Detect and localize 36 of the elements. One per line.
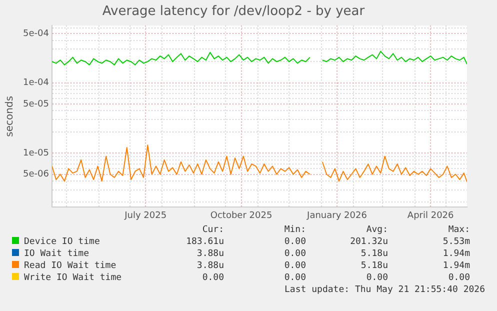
y-tick-label: 5e-05 <box>22 99 49 110</box>
x-tick-label: April 2026 <box>407 210 454 221</box>
text: 0.00 <box>447 272 470 284</box>
legend-label: Read IO Wait time <box>23 260 118 272</box>
text: Last update: Thu May 21 21:55:40 2026 <box>284 285 485 295</box>
text: 0.00 <box>283 272 306 284</box>
y-tick-label: 1e-05 <box>22 148 49 158</box>
text: 0.00 <box>365 272 388 284</box>
chart-title: Average latency for /dev/loop2 - by year <box>102 4 366 20</box>
y-tick-label: 5e-04 <box>22 28 50 39</box>
text: 3.88u <box>196 248 224 260</box>
x-tick-label: January 2026 <box>306 210 368 221</box>
text: 1.94m <box>442 260 470 272</box>
legend-label: IO Wait time <box>23 248 90 260</box>
text: Max: <box>447 224 470 236</box>
text: Cur: <box>201 224 224 236</box>
text: 0.00 <box>283 260 306 272</box>
text: 1.94m <box>442 248 470 260</box>
x-tick-label: July 2025 <box>124 210 167 221</box>
legend-label: Write IO Wait time <box>23 272 123 284</box>
text: Min: <box>283 224 306 236</box>
text: 5.53m <box>442 236 470 248</box>
text: 3.88u <box>196 260 224 272</box>
legend-label: Device IO time <box>23 236 101 248</box>
text: 201.32u <box>349 236 388 248</box>
text: 5.18u <box>360 260 388 272</box>
x-tick-label: October 2025 <box>210 210 272 221</box>
y-axis-title: seconds <box>4 96 16 137</box>
text: 0.00 <box>283 236 306 248</box>
y-tick-label: 5e-06 <box>22 170 50 180</box>
text: Avg: <box>365 224 388 236</box>
text: 0.00 <box>201 272 224 284</box>
y-tick-label: 1e-04 <box>22 78 50 88</box>
text: 183.61u <box>185 236 224 248</box>
text: 0.00 <box>283 248 306 260</box>
text: 5.18u <box>360 248 388 260</box>
